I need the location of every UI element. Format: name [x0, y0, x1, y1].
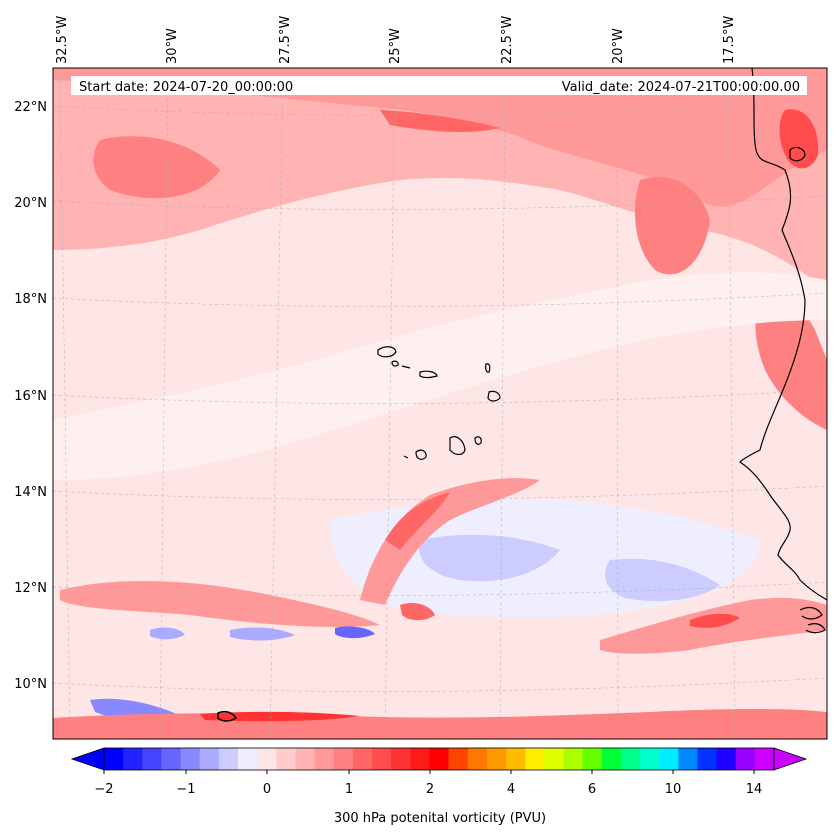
pv-contour-coast-strip [755, 296, 827, 430]
colorbar-segment [218, 748, 239, 770]
coastline-africa-detail [789, 146, 806, 162]
pv-contour-negative-sw4 [150, 627, 185, 640]
lon-label: 25°W [388, 28, 403, 64]
pv-contour-coast-core [779, 109, 819, 169]
lon-label: 17.5°W [722, 16, 737, 64]
coastline-guinea [799, 606, 826, 634]
start-date-label: Start date: 2024-07-20_00:00:00 [79, 80, 293, 95]
colorbar-segment [506, 748, 526, 770]
colorbar-segment [563, 748, 584, 770]
lon-label: 20°W [611, 28, 626, 64]
lon-label: 30°W [165, 28, 180, 64]
colorbar-label: 300 hPa potenital vorticity (PVU) [334, 811, 546, 826]
colorbar-extend-max [773, 747, 808, 771]
pv-contour-south-east-core [690, 613, 740, 628]
pv-contour-diagonal-core [385, 492, 450, 550]
pv-contour-negative-inner [419, 534, 560, 582]
colorbar-segment [391, 748, 411, 770]
colorbar-segment [429, 748, 450, 770]
colorbar-tick-label: −1 [176, 782, 195, 797]
colorbar-segment [257, 748, 277, 770]
colorbar-tick-label: 10 [665, 782, 682, 797]
colorbar-segment [238, 748, 258, 770]
colorbar-segment [467, 748, 488, 770]
colorbar-segment [333, 748, 354, 770]
colorbar-segment [295, 748, 316, 770]
map-panel [53, 68, 827, 739]
pv-contour-north-core [380, 110, 500, 132]
colorbar-segment [601, 748, 622, 770]
colorbar-segment [525, 748, 545, 770]
colorbar-segment [754, 748, 775, 770]
pv-contour-south-edge-core [200, 711, 360, 722]
pv-contour-negative-sw2 [335, 626, 375, 639]
colorbar-segment [735, 748, 756, 770]
colorbar-tick-label: 14 [746, 782, 763, 797]
pv-contour-negative-sw1 [230, 627, 295, 641]
coastline-africa [739, 68, 827, 601]
colorbar-segment [582, 748, 603, 770]
colorbar-tick-label: −2 [94, 782, 113, 797]
lat-label: 12°N [14, 581, 47, 596]
colorbar-tick-label: 4 [507, 782, 515, 797]
pv-contour-south-west-band [60, 580, 380, 627]
colorbar-segment [199, 748, 220, 770]
colorbar-segment [372, 748, 392, 770]
lat-label: 16°N [14, 389, 47, 404]
colorbar-segment [659, 748, 679, 770]
colorbar-frame [103, 747, 775, 771]
lat-label: 14°N [14, 485, 47, 500]
colorbar-tick-label: 6 [588, 782, 596, 797]
colorbar-segment [448, 748, 469, 770]
colorbar-tick-label: 1 [345, 782, 353, 797]
colorbar-tick-label: 2 [426, 782, 434, 797]
colorbar-ticks: −2 −1 0 1 2 4 6 10 14 [94, 782, 762, 797]
colorbar-segment [620, 748, 641, 770]
lat-label: 10°N [14, 677, 47, 692]
colorbar-segment [104, 748, 124, 770]
gridlines [53, 68, 827, 739]
pv-contour-south-mid-blob [400, 603, 435, 621]
colorbar-extend-min [70, 747, 105, 771]
colorbar-segment [161, 748, 182, 770]
lat-labels: 22°N 20°N 18°N 16°N 14°N 12°N 10°N [14, 100, 47, 692]
lon-label: 32.5°W [55, 16, 70, 64]
pv-contour-central-corridor [53, 272, 827, 480]
colorbar [70, 747, 808, 774]
colorbar-segment [544, 748, 564, 770]
map-frame [52, 67, 828, 740]
colorbar-segment [678, 748, 698, 770]
pv-contour-north-inner [53, 68, 827, 207]
colorbar-segment [180, 748, 201, 770]
lat-label: 18°N [14, 292, 47, 307]
lat-label: 22°N [14, 100, 47, 115]
colorbar-segment [486, 748, 507, 770]
colorbar-segment [697, 748, 718, 770]
lon-label: 22.5°W [500, 16, 515, 64]
colorbar-tick-label: 0 [263, 782, 271, 797]
colorbar-segment [640, 748, 660, 770]
colorbar-segment [314, 748, 335, 770]
pv-contour-east-blob [635, 176, 710, 275]
pv-contour-south-outline [217, 710, 238, 722]
lat-label: 20°N [14, 196, 47, 211]
colorbar-segment [276, 748, 296, 770]
valid-date-label: Valid_date: 2024-07-21T00:00:00.00 [562, 80, 800, 95]
pv-contour-negative-east [605, 558, 720, 602]
colorbar-segment [716, 748, 737, 770]
colorbar-segment [123, 748, 143, 770]
header-box [71, 76, 807, 95]
colorbar-segment [142, 748, 162, 770]
lon-label: 27.5°W [278, 16, 293, 64]
colorbar-segment [352, 748, 373, 770]
lon-labels: 32.5°W 30°W 27.5°W 25°W 22.5°W 20°W 17.5… [55, 16, 737, 64]
cape-verde-islands [377, 346, 501, 460]
pv-contour-northwest-blob [93, 136, 220, 199]
colorbar-segment [410, 748, 430, 770]
